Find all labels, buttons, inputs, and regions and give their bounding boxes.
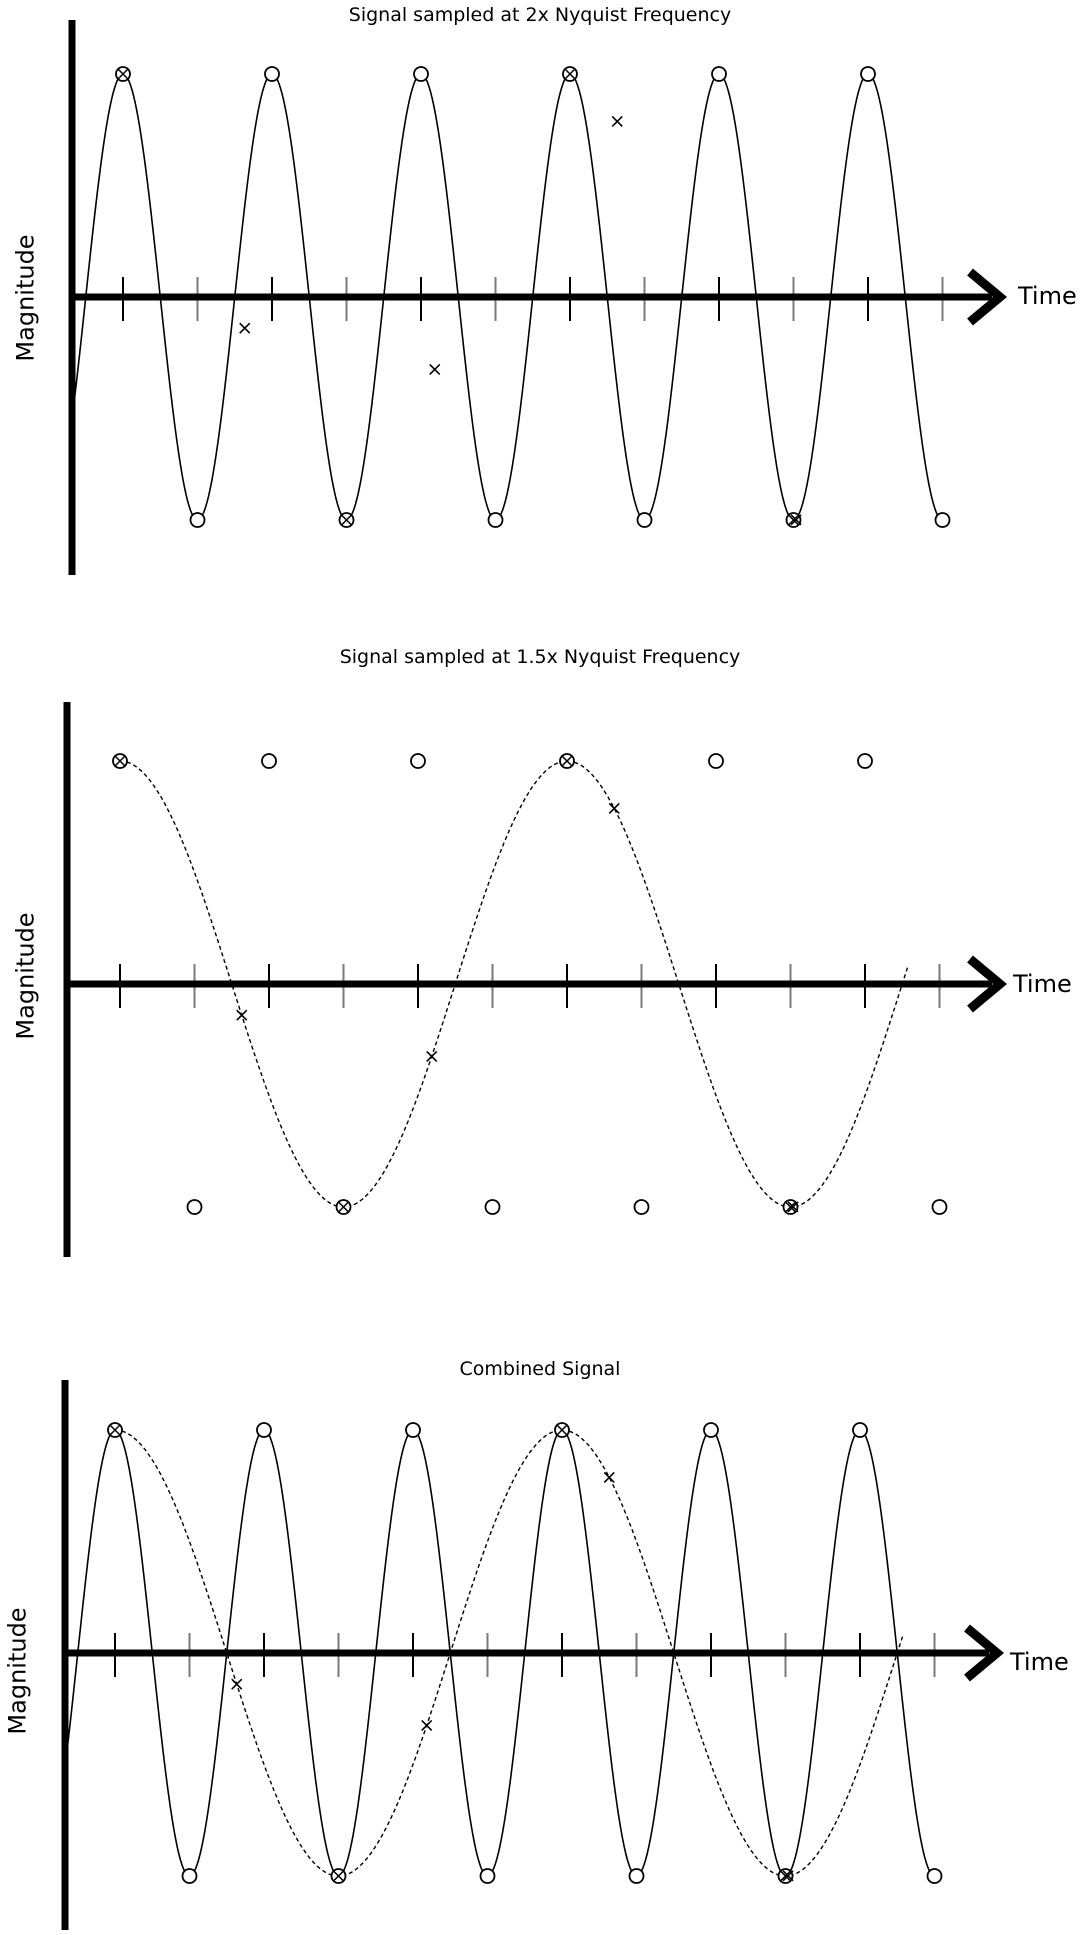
sample-x-mark: [429, 363, 441, 375]
sample-circle: [559, 753, 575, 769]
sample-circle: [934, 512, 951, 528]
sample-circle: [405, 1422, 421, 1438]
x-axis-arrow: [967, 268, 1008, 326]
sample-circle: [860, 66, 876, 82]
sample-circle: [852, 1422, 868, 1438]
sample-circle: [261, 753, 277, 769]
sample-x-mark: [611, 115, 623, 127]
sample-x-mark: [787, 1201, 799, 1213]
y-axis-label: Magnitude: [3, 1607, 32, 1735]
sample-circle: [777, 1868, 794, 1884]
sample-circle: [636, 512, 653, 528]
plot-panel-1: [68, 20, 1008, 575]
sample-circle: [112, 753, 128, 769]
sample-circle: [264, 66, 280, 82]
sample-x-mark: [236, 1009, 248, 1021]
sample-circle: [487, 512, 504, 528]
sample-circle: [554, 1422, 570, 1438]
sample-circle: [479, 1868, 496, 1884]
sample-circle: [189, 512, 206, 528]
x-axis-label: Time: [1018, 282, 1077, 310]
sample-x-mark: [421, 1719, 433, 1731]
slow-signal-curve: [114, 1429, 904, 1877]
panel-title: Combined Signal: [459, 1358, 621, 1380]
sample-x-mark: [790, 514, 802, 526]
sample-circle: [410, 753, 426, 769]
sample-circle: [330, 1868, 347, 1884]
panel-2: Signal sampled at 1.5x Nyquist Frequency…: [0, 640, 1080, 1270]
sample-circle: [338, 512, 355, 528]
sample-circle: [562, 66, 578, 82]
x-axis-label: Time: [1013, 970, 1072, 998]
sample-circle: [186, 1199, 203, 1215]
sample-circle: [484, 1199, 501, 1215]
sample-x-mark: [239, 322, 251, 334]
sample-circle: [711, 66, 727, 82]
plot-panel-2: [63, 702, 1008, 1257]
sample-circle: [782, 1199, 799, 1215]
sample-x-mark: [603, 1471, 615, 1483]
sample-circle: [708, 753, 724, 769]
slow-signal-curve: [119, 760, 909, 1208]
sample-x-mark: [608, 802, 620, 814]
sample-x-mark: [782, 1870, 794, 1882]
y-axis-label: Magnitude: [11, 912, 40, 1040]
x-axis-arrow: [967, 955, 1008, 1013]
sample-circle: [785, 512, 802, 528]
sample-circle: [107, 1422, 123, 1438]
sample-circle: [181, 1868, 198, 1884]
panel-title: Signal sampled at 1.5x Nyquist Frequency: [339, 646, 741, 668]
sample-circle: [628, 1868, 645, 1884]
panel-title: Signal sampled at 2x Nyquist Frequency: [348, 4, 732, 26]
sample-circle: [256, 1422, 272, 1438]
panel-1: Signal sampled at 2x Nyquist Frequency M…: [0, 0, 1080, 600]
x-axis-label: Time: [1010, 1648, 1069, 1676]
sample-circle: [703, 1422, 719, 1438]
y-axis-label: Magnitude: [11, 234, 40, 362]
sample-circle: [857, 753, 873, 769]
sample-circle: [413, 66, 429, 82]
panel-3: Combined Signal Magnitude Time: [0, 1350, 1080, 1935]
x-axis-arrow: [964, 1624, 1005, 1682]
sample-circle: [115, 66, 131, 82]
plot-panel-3: [61, 1380, 1005, 1930]
sample-circle: [633, 1199, 650, 1215]
sample-circle: [926, 1868, 943, 1884]
sample-x-mark: [426, 1050, 438, 1062]
sample-circle: [335, 1199, 352, 1215]
sample-x-mark: [231, 1678, 243, 1690]
sample-circle: [931, 1199, 948, 1215]
